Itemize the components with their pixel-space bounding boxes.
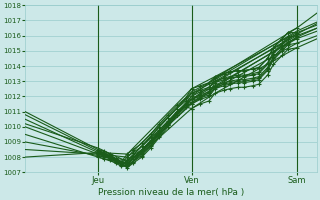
X-axis label: Pression niveau de la mer( hPa ): Pression niveau de la mer( hPa ): [98, 188, 244, 197]
